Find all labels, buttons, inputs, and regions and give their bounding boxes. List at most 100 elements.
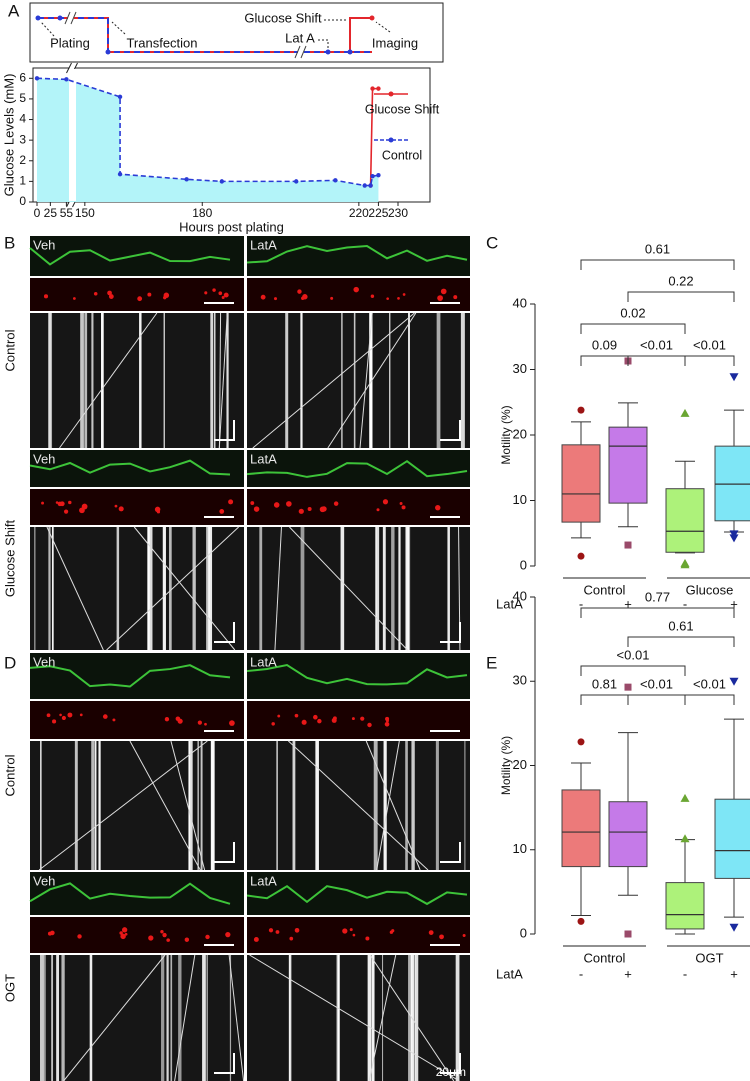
category-label: + (730, 596, 738, 611)
timeline-label: Plating (50, 35, 90, 50)
y-tick-label: 20 (513, 757, 527, 772)
mito (148, 935, 154, 941)
moving-track (59, 312, 158, 449)
y-tick-label: 30 (513, 673, 527, 688)
mito (77, 934, 82, 939)
outlier (729, 534, 739, 543)
mito (164, 717, 170, 722)
mito (462, 933, 466, 937)
data-point (117, 94, 123, 100)
mito (108, 294, 114, 299)
timeline-point (35, 15, 41, 21)
mito (68, 500, 72, 505)
mito (360, 716, 365, 721)
legend-marker (388, 137, 394, 143)
mito (367, 722, 372, 728)
category-label: - (683, 596, 687, 611)
mito (352, 933, 356, 937)
outlier (729, 373, 739, 382)
mito (61, 715, 66, 721)
kymograph (30, 741, 244, 870)
outlier (680, 834, 690, 843)
moving-track (368, 954, 397, 1081)
mito (440, 288, 447, 295)
y-tick-label: 40 (513, 588, 527, 603)
mito (41, 501, 44, 505)
mito (112, 718, 116, 722)
panel-label: A (8, 1, 20, 20)
mito (253, 506, 260, 512)
comparison-bracket (580, 355, 629, 366)
panel-label: E (486, 653, 497, 672)
p-value: 0.02 (620, 305, 645, 320)
mito (389, 930, 394, 934)
mito (370, 294, 375, 299)
group-label: Glucose (686, 582, 734, 597)
timeline-line (349, 17, 372, 52)
scale-bar (440, 1053, 461, 1074)
panel-label: C (486, 233, 498, 252)
mito (333, 501, 339, 506)
data-point (362, 183, 367, 188)
moving-track (274, 526, 282, 651)
treatment-label: LatA (250, 451, 277, 466)
mito (55, 501, 59, 504)
mito (102, 714, 108, 719)
y-tick-label: 2 (19, 153, 26, 167)
treatment-label: LatA (250, 237, 277, 252)
condition-label: Control (2, 329, 17, 371)
y-tick-label: 0 (520, 925, 527, 940)
condition-label: Glucose Shift (2, 519, 17, 597)
mito (453, 295, 458, 300)
x-tick-label: 180 (192, 206, 212, 220)
y-tick-label: 30 (513, 361, 527, 376)
image-green (247, 450, 470, 487)
mito (397, 297, 400, 300)
moving-track (218, 312, 222, 449)
axis-break (298, 46, 304, 58)
image-red (247, 701, 470, 739)
moving-track (174, 954, 196, 1081)
axis-break (294, 45, 307, 59)
box (608, 801, 648, 868)
p-value: <0.01 (693, 337, 726, 352)
scale-bar (440, 842, 461, 863)
mito (428, 930, 434, 935)
image-red (30, 278, 244, 311)
x-tick-label: 230 (388, 206, 408, 220)
p-value: 0.22 (668, 273, 693, 288)
mito (107, 290, 112, 296)
mito (273, 297, 278, 301)
image-red (247, 489, 470, 525)
mito (177, 718, 183, 724)
mito (260, 294, 266, 300)
timeline-frame (29, 2, 444, 63)
arrow (318, 39, 329, 48)
mito (402, 293, 406, 296)
outlier (624, 683, 632, 691)
category-title: LatA (496, 596, 523, 611)
y-axis-title: Motility (%) (499, 736, 513, 795)
timeline-point (369, 15, 375, 21)
category-title: LatA (496, 966, 523, 981)
data-point (34, 76, 40, 81)
legend-label: Glucose Shift (365, 102, 440, 116)
y-axis-title: Glucose Levels (mM) (1, 74, 16, 197)
moving-track (228, 954, 245, 1081)
timeline-label: Lat A (285, 30, 315, 45)
moving-track (38, 740, 208, 871)
mito (376, 508, 380, 512)
treatment-label: LatA (250, 654, 277, 669)
treatment-label: Veh (33, 654, 55, 669)
mito (93, 292, 98, 296)
p-value: 0.81 (592, 676, 617, 691)
mito (294, 713, 299, 718)
box (665, 488, 705, 553)
mito (114, 504, 118, 508)
mito (439, 934, 444, 940)
p-value: 0.61 (645, 241, 670, 256)
scale-bar (214, 1053, 235, 1074)
y-tick-label: 10 (513, 492, 527, 507)
mito (72, 297, 76, 300)
mito (137, 296, 143, 302)
